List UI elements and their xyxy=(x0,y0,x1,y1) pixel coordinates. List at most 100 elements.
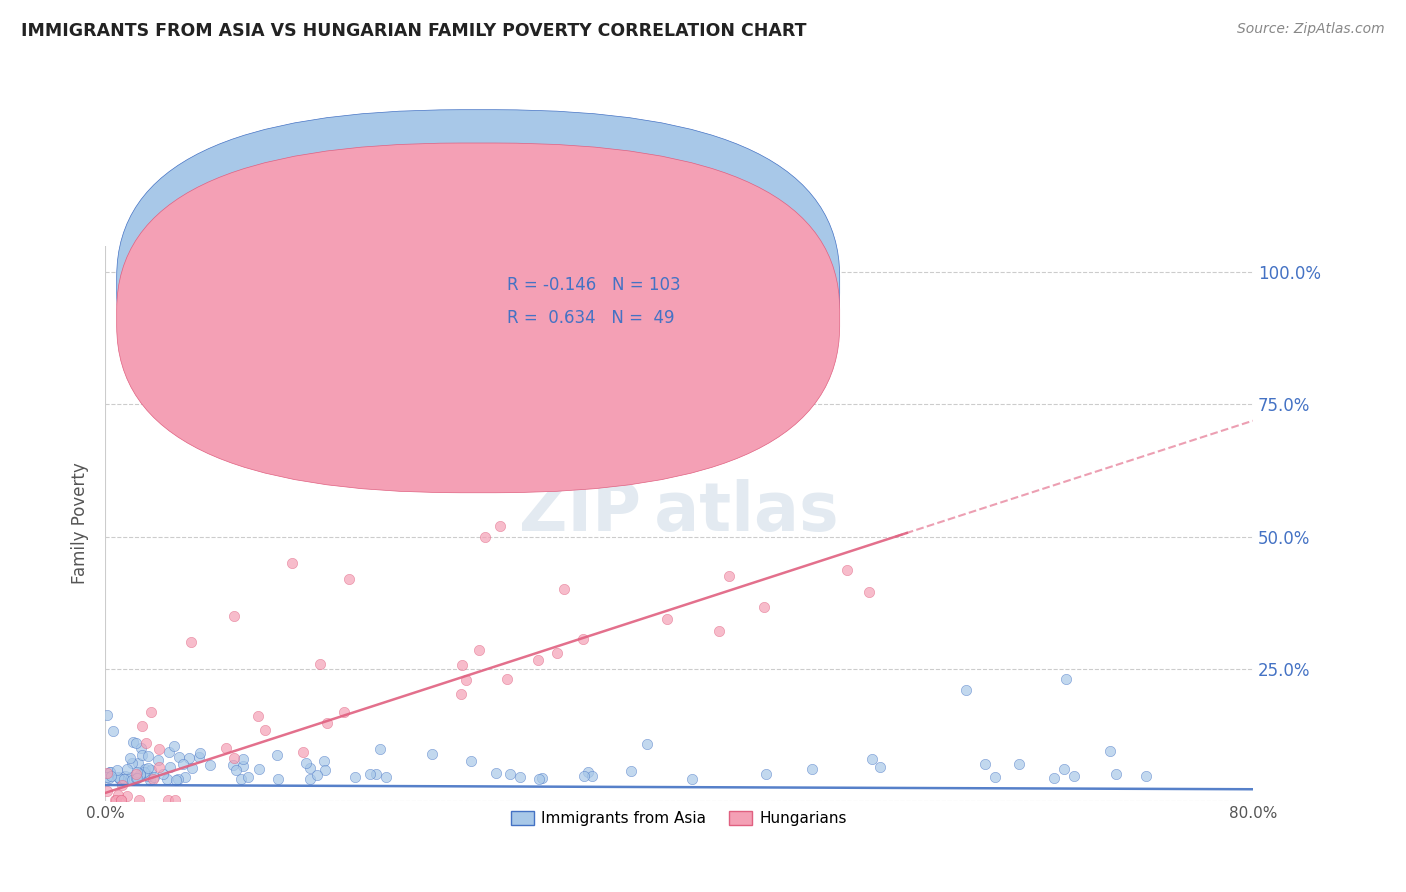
Point xyxy=(135,736,157,750)
Point xyxy=(232,758,254,772)
Point xyxy=(314,763,336,777)
Point xyxy=(305,768,328,782)
Point xyxy=(531,771,554,785)
Point xyxy=(129,767,152,781)
Point xyxy=(869,760,891,774)
Point xyxy=(474,529,496,543)
Point xyxy=(224,750,246,764)
Point xyxy=(107,789,129,803)
Point xyxy=(107,770,129,784)
Point xyxy=(488,519,510,533)
Point xyxy=(231,772,253,787)
Point xyxy=(224,608,246,623)
Point xyxy=(104,793,127,807)
Point xyxy=(108,771,131,785)
Point xyxy=(159,760,181,774)
Point xyxy=(198,758,221,772)
Point xyxy=(755,767,778,781)
Point xyxy=(1105,767,1128,781)
Point xyxy=(120,751,142,765)
Point xyxy=(576,765,599,780)
Point xyxy=(581,769,603,783)
Point xyxy=(974,756,997,771)
Point xyxy=(127,771,149,785)
Point xyxy=(125,765,148,780)
Point xyxy=(225,763,247,777)
Point xyxy=(112,772,135,786)
Point xyxy=(1008,756,1031,771)
Point xyxy=(163,793,186,807)
Legend: Immigrants from Asia, Hungarians: Immigrants from Asia, Hungarians xyxy=(505,805,853,832)
Point xyxy=(136,749,159,764)
FancyBboxPatch shape xyxy=(117,143,839,492)
Point xyxy=(138,772,160,787)
Point xyxy=(125,771,148,785)
Point xyxy=(128,793,150,807)
Point xyxy=(381,308,404,322)
Point xyxy=(495,672,517,686)
Text: R = -0.146   N = 103: R = -0.146 N = 103 xyxy=(508,276,681,293)
Point xyxy=(148,742,170,756)
Point xyxy=(232,752,254,766)
Point xyxy=(1043,772,1066,786)
Point xyxy=(179,751,201,765)
Point xyxy=(298,772,321,786)
Point xyxy=(125,735,148,749)
Point xyxy=(98,765,121,780)
Point xyxy=(131,741,153,756)
Point xyxy=(120,770,142,784)
Point xyxy=(222,758,245,772)
Point xyxy=(98,771,121,785)
Point xyxy=(298,761,321,775)
Point xyxy=(468,643,491,657)
Point xyxy=(451,657,474,672)
Point xyxy=(96,708,118,723)
Point xyxy=(125,767,148,781)
Point xyxy=(238,771,260,785)
Point xyxy=(1098,744,1121,758)
Point xyxy=(139,705,162,719)
Point xyxy=(148,760,170,774)
Point xyxy=(955,682,977,697)
Point xyxy=(801,762,824,776)
Point xyxy=(266,747,288,762)
Text: ZIP atlas: ZIP atlas xyxy=(519,479,839,545)
Point xyxy=(139,763,162,777)
Point xyxy=(173,770,195,784)
Point xyxy=(1053,763,1076,777)
Point xyxy=(375,770,398,784)
Point xyxy=(858,585,880,599)
Point xyxy=(657,612,679,626)
Point xyxy=(134,765,156,780)
Point xyxy=(681,772,703,786)
Point xyxy=(142,772,165,787)
Point xyxy=(837,563,859,577)
Point xyxy=(572,769,595,783)
Point xyxy=(509,770,531,784)
Point xyxy=(292,745,315,759)
Point xyxy=(246,708,269,723)
Point xyxy=(499,766,522,780)
Point xyxy=(860,752,883,766)
Point xyxy=(1063,769,1085,783)
Y-axis label: Family Poverty: Family Poverty xyxy=(72,462,89,584)
Point xyxy=(572,632,595,647)
Point xyxy=(146,753,169,767)
Point xyxy=(366,767,388,781)
Point xyxy=(314,755,336,769)
Point xyxy=(143,770,166,784)
FancyBboxPatch shape xyxy=(439,262,713,351)
Point xyxy=(527,653,550,667)
FancyBboxPatch shape xyxy=(117,110,839,459)
Point xyxy=(131,748,153,763)
Point xyxy=(309,657,332,672)
Point xyxy=(136,761,159,775)
Point xyxy=(187,749,209,764)
Point xyxy=(709,624,731,638)
Text: R =  0.634   N =  49: R = 0.634 N = 49 xyxy=(508,309,675,326)
Point xyxy=(752,600,775,615)
Point xyxy=(553,582,575,597)
Point xyxy=(110,793,132,807)
Point xyxy=(96,770,118,784)
Point xyxy=(157,745,180,759)
